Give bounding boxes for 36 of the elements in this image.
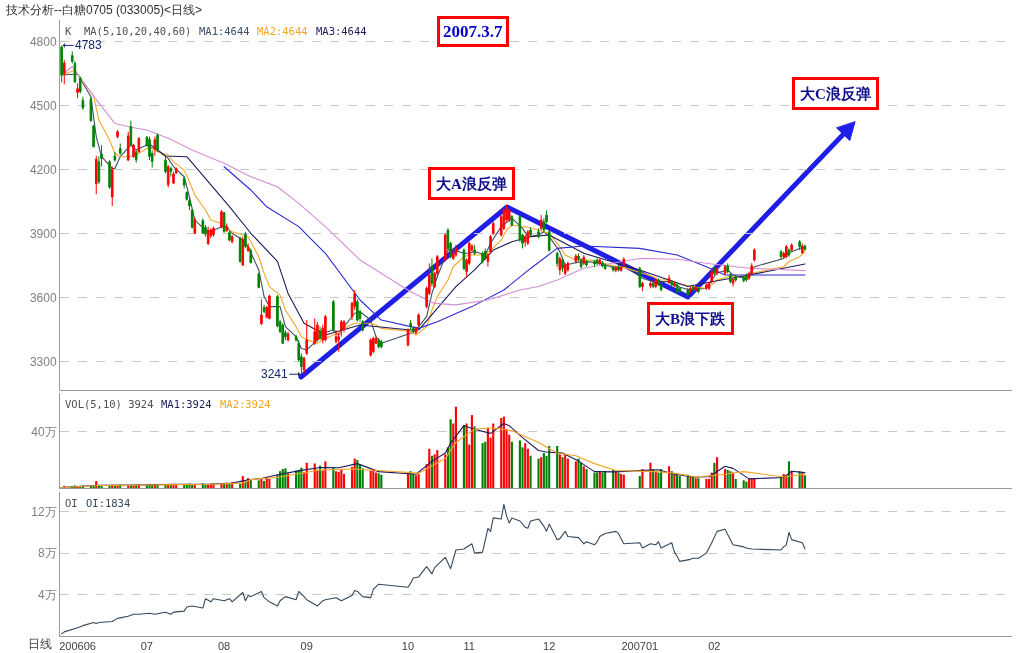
legend-title: K MA(5,10,20,40,60) bbox=[65, 25, 192, 37]
text: MA2:4644 bbox=[257, 25, 308, 37]
text: MA1:4644 bbox=[199, 25, 250, 37]
y-tick-label: 12万 bbox=[31, 504, 57, 519]
y-tick-label: 3300 bbox=[29, 354, 57, 369]
legend-title: OI bbox=[65, 497, 78, 509]
chart-title: 技术分析--白糖0705 (033005)<日线> bbox=[5, 3, 203, 17]
legend-title: VOL(5,10) 3924 bbox=[65, 398, 154, 410]
y-tick-label: 4800 bbox=[29, 34, 57, 49]
y-tick-label: 4200 bbox=[29, 162, 57, 177]
y-tick-label: 40万 bbox=[31, 425, 57, 440]
x-tick-label: 10 bbox=[401, 640, 415, 653]
text: MA1:3924 bbox=[161, 398, 212, 410]
x-tick-label: 12 bbox=[543, 640, 556, 653]
annotation: 4783 bbox=[75, 38, 103, 52]
text: MA2:3924 bbox=[220, 398, 271, 410]
x-tick-label: 08 bbox=[218, 640, 231, 653]
x-tick-label: 11 bbox=[463, 640, 475, 653]
x-axis-title: 日线 bbox=[28, 637, 52, 651]
x-tick-label: 09 bbox=[300, 640, 313, 653]
annotation: 3241 bbox=[261, 367, 289, 381]
y-tick-label: 3600 bbox=[29, 290, 57, 305]
annotation: 大B浪下跌 bbox=[655, 310, 726, 327]
x-tick-label: 200701 bbox=[621, 640, 659, 653]
x-tick-label: 02 bbox=[708, 640, 721, 653]
annotation: 2007.3.7 bbox=[443, 22, 503, 41]
annotation: 大A浪反弹 bbox=[436, 175, 507, 192]
y-tick-label: 8万 bbox=[37, 546, 57, 561]
x-tick-label: 07 bbox=[140, 640, 153, 653]
y-tick-label: 3900 bbox=[29, 226, 57, 241]
x-tick-label: 200606 bbox=[59, 640, 96, 653]
y-tick-label: 4500 bbox=[29, 98, 57, 113]
text: OI:1834 bbox=[86, 497, 131, 509]
annotation: 大C浪反弹 bbox=[800, 85, 871, 102]
y-tick-label: 4万 bbox=[37, 587, 57, 602]
text: MA3:4644 bbox=[316, 25, 367, 37]
